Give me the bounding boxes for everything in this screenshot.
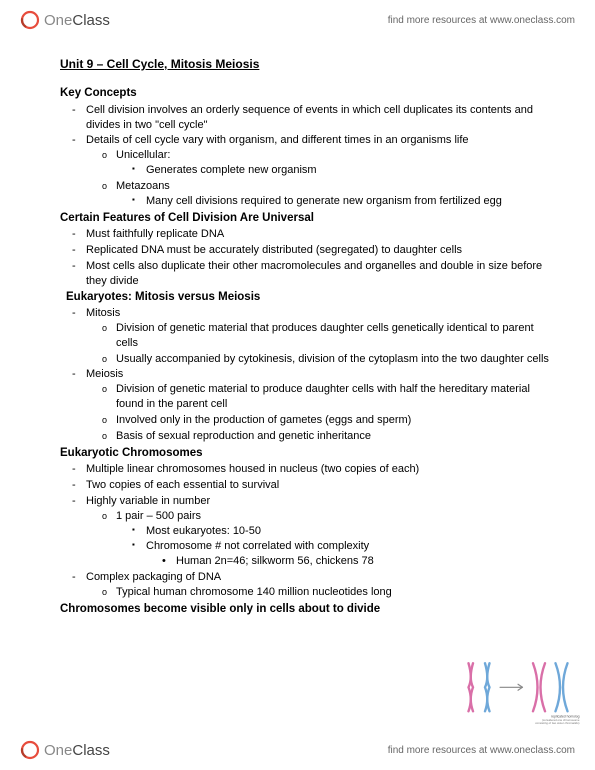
list-item: Usually accompanied by cytokinesis, divi… — [116, 352, 555, 367]
section-heading: Key Concepts — [60, 86, 555, 102]
list-item: Division of genetic material that produc… — [116, 321, 555, 351]
list-item: Complex packaging of DNATypical human ch… — [86, 570, 555, 600]
list-item: Chromosome # not correlated with complex… — [146, 539, 555, 569]
list-item: 1 pair – 500 pairsMost eukaryotes: 10-50… — [116, 509, 555, 569]
list-level-2: 1 pair – 500 pairsMost eukaryotes: 10-50… — [86, 509, 555, 569]
list-item: Most eukaryotes: 10-50 — [146, 524, 555, 539]
list-level-2: Division of genetic material that produc… — [86, 321, 555, 367]
list-item: MeiosisDivision of genetic material to p… — [86, 367, 555, 443]
list-level-1: Must faithfully replicate DNAReplicated … — [60, 227, 555, 288]
section-heading: Eukaryotic Chromosomes — [60, 446, 555, 462]
list-level-3: Generates complete new organism — [116, 163, 555, 178]
list-item: Two copies of each essential to survival — [86, 478, 555, 493]
page-footer: OneClass find more resources at www.onec… — [0, 734, 595, 766]
oneclass-ring-icon — [20, 740, 40, 760]
list-item: Replicated DNA must be accurately distri… — [86, 243, 555, 258]
list-level-2: Division of genetic material to produce … — [86, 382, 555, 443]
list-item: Generates complete new organism — [146, 163, 555, 178]
list-item: Cell division involves an orderly sequen… — [86, 103, 555, 133]
sections-container: Key ConceptsCell division involves an or… — [60, 86, 555, 617]
list-item: MetazoansMany cell divisions required to… — [116, 179, 555, 209]
brand-class-footer: Class — [72, 742, 110, 759]
list-level-1: Multiple linear chromosomes housed in nu… — [60, 462, 555, 600]
brand-logo: OneClass — [20, 10, 110, 30]
brand-text-footer: OneClass — [44, 742, 110, 759]
list-item: Must faithfully replicate DNA — [86, 227, 555, 242]
brand-one-footer: One — [44, 742, 72, 759]
list-item: Human 2n=46; silkworm 56, chickens 78 — [176, 554, 555, 569]
brand-logo-footer: OneClass — [20, 740, 110, 760]
list-item: Typical human chromosome 140 million nuc… — [116, 585, 555, 600]
section-heading: Chromosomes become visible only in cells… — [60, 602, 555, 618]
document-title: Unit 9 – Cell Cycle, Mitosis Meiosis — [60, 56, 555, 72]
list-item: Basis of sexual reproduction and genetic… — [116, 429, 555, 444]
brand-one: One — [44, 12, 72, 29]
header-tagline: find more resources at www.oneclass.com — [388, 15, 575, 26]
brand-text: OneClass — [44, 12, 110, 29]
chromosome-diagram: replicated homolog (considered one chrom… — [461, 656, 581, 726]
list-item: Many cell divisions required to generate… — [146, 194, 555, 209]
list-item: Multiple linear chromosomes housed in nu… — [86, 462, 555, 477]
list-level-3: Many cell divisions required to generate… — [116, 194, 555, 209]
list-item: Division of genetic material to produce … — [116, 382, 555, 412]
list-level-4: Human 2n=46; silkworm 56, chickens 78 — [146, 554, 555, 569]
list-item: Most cells also duplicate their other ma… — [86, 259, 555, 289]
list-item: Highly variable in number1 pair – 500 pa… — [86, 494, 555, 569]
list-item: Details of cell cycle vary with organism… — [86, 133, 555, 208]
list-level-2: Typical human chromosome 140 million nuc… — [86, 585, 555, 600]
list-level-1: Cell division involves an orderly sequen… — [60, 103, 555, 209]
oneclass-ring-icon — [20, 10, 40, 30]
document-body: Unit 9 – Cell Cycle, Mitosis Meiosis Key… — [60, 56, 555, 728]
footer-tagline: find more resources at www.oneclass.com — [388, 745, 575, 756]
brand-class: Class — [72, 12, 110, 29]
list-item: Involved only in the production of gamet… — [116, 413, 555, 428]
section-heading: Certain Features of Cell Division Are Un… — [60, 211, 555, 227]
list-item: MitosisDivision of genetic material that… — [86, 306, 555, 366]
diagram-caption-3: consisting of two sister chromatids) — [535, 721, 579, 725]
page-header: OneClass find more resources at www.onec… — [0, 4, 595, 36]
section-heading: Eukaryotes: Mitosis versus Meiosis — [66, 290, 555, 306]
list-level-3: Most eukaryotes: 10-50Chromosome # not c… — [116, 524, 555, 570]
list-item: Unicellular:Generates complete new organ… — [116, 148, 555, 178]
list-level-2: Unicellular:Generates complete new organ… — [86, 148, 555, 208]
list-level-1: MitosisDivision of genetic material that… — [60, 306, 555, 444]
